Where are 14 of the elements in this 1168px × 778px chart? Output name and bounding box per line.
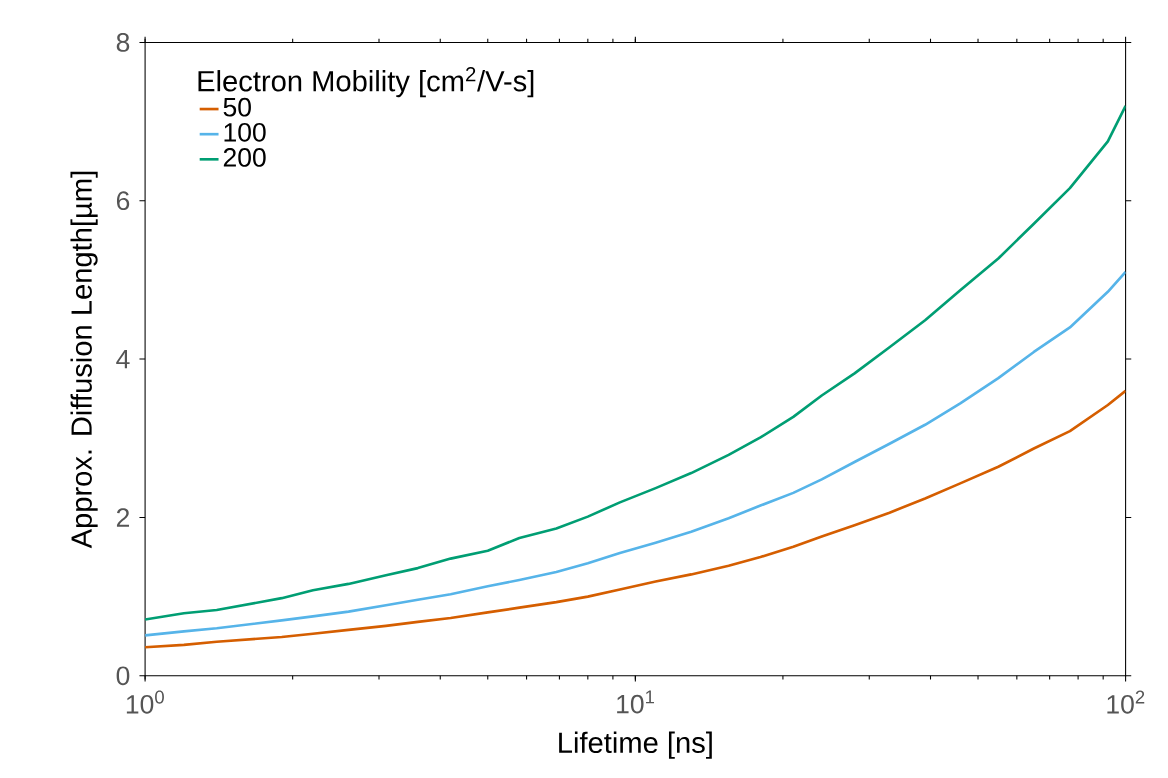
x-tick-label: 10$^{1}$ xyxy=(617,690,655,714)
y-tick-label: 4 xyxy=(116,350,130,369)
legend-label: 50 xyxy=(223,97,251,117)
y-tick-label: 0 xyxy=(116,666,130,686)
y-tick-label: 6 xyxy=(116,191,130,211)
legend-label: 100 xyxy=(224,123,266,142)
y-tick-label: 8 xyxy=(116,33,130,52)
x-tick-label: 10$^{2}$ xyxy=(1107,690,1145,714)
y-axis-title: Approx. Diffusion Length[µm] xyxy=(70,171,98,549)
legend-title: Electron Mobility [cm$^{2}$/V-s] xyxy=(198,67,534,98)
x-tick-label: 10$^{0}$ xyxy=(126,690,164,714)
y-tick-label: 2 xyxy=(116,508,130,527)
x-axis-title: Lifetime [ns] xyxy=(559,731,712,759)
legend-label: 200 xyxy=(223,148,266,167)
